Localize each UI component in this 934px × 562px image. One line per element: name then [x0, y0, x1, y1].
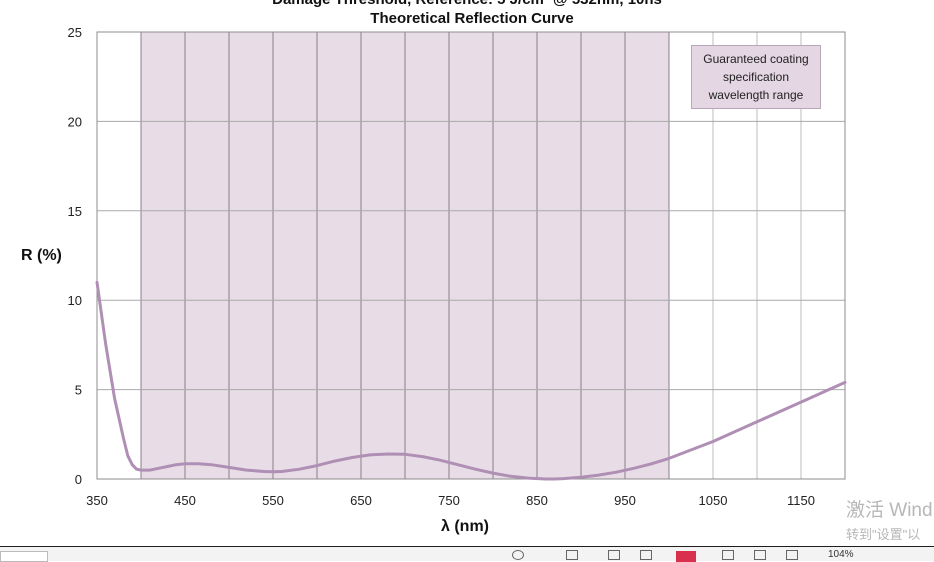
app-icon[interactable]	[676, 551, 696, 562]
page-layout-icon[interactable]	[566, 550, 578, 560]
x-axis-label: λ (nm)	[441, 518, 489, 535]
y-tick-label: 25	[68, 25, 82, 40]
x-tick-label: 450	[174, 493, 196, 508]
x-tick-label: 550	[262, 493, 284, 508]
y-tick-label: 15	[68, 204, 82, 219]
legend-line-3: wavelength range	[708, 88, 804, 102]
reflection-chart: 0 5 10 15 20 25 350 450 550 650 750 850 950 1050 1150	[68, 25, 847, 508]
y-tick-label: 10	[68, 293, 82, 308]
circle-icon[interactable]	[512, 550, 524, 560]
chart-title: Theoretical Reflection Curve	[370, 10, 574, 27]
watermark-line-2: 转到"设置"以	[846, 527, 921, 542]
page-input[interactable]	[0, 551, 48, 562]
x-tick-label: 850	[526, 493, 548, 508]
fit-screen-icon[interactable]	[754, 550, 766, 560]
bookmark-icon[interactable]	[786, 550, 798, 560]
partial-header-text: Damage Threshold, Reference: 5 J/cm² @ 5…	[0, 0, 934, 8]
x-tick-label: 750	[438, 493, 460, 508]
zoom-level[interactable]: 104%	[828, 549, 854, 560]
y-tick-label: 20	[68, 114, 82, 129]
reflection-curve	[95, 280, 847, 481]
x-tick-label: 650	[350, 493, 372, 508]
bottom-toolbar: 104%	[0, 546, 934, 562]
two-page-icon[interactable]	[640, 550, 652, 560]
x-tick-label: 350	[86, 493, 108, 508]
x-tick-label: 1050	[699, 493, 728, 508]
legend-line-1: Guaranteed coating	[703, 52, 809, 66]
x-tick-label: 1150	[787, 493, 815, 508]
activation-watermark: 激活 Wind 转到"设置"以	[846, 495, 933, 543]
y-axis-label: R (%)	[21, 247, 62, 264]
y-tick-label: 5	[75, 383, 82, 398]
single-page-icon[interactable]	[608, 550, 620, 560]
watermark-line-1: 激活 Wind	[846, 500, 933, 521]
x-tick-label: 950	[614, 493, 636, 508]
y-tick-label: 0	[75, 472, 82, 487]
legend-box: Guaranteed coating specification wavelen…	[691, 45, 821, 109]
plot-frame	[96, 31, 846, 480]
grid-view-icon[interactable]	[722, 550, 734, 560]
legend-line-2: specification	[722, 70, 790, 84]
